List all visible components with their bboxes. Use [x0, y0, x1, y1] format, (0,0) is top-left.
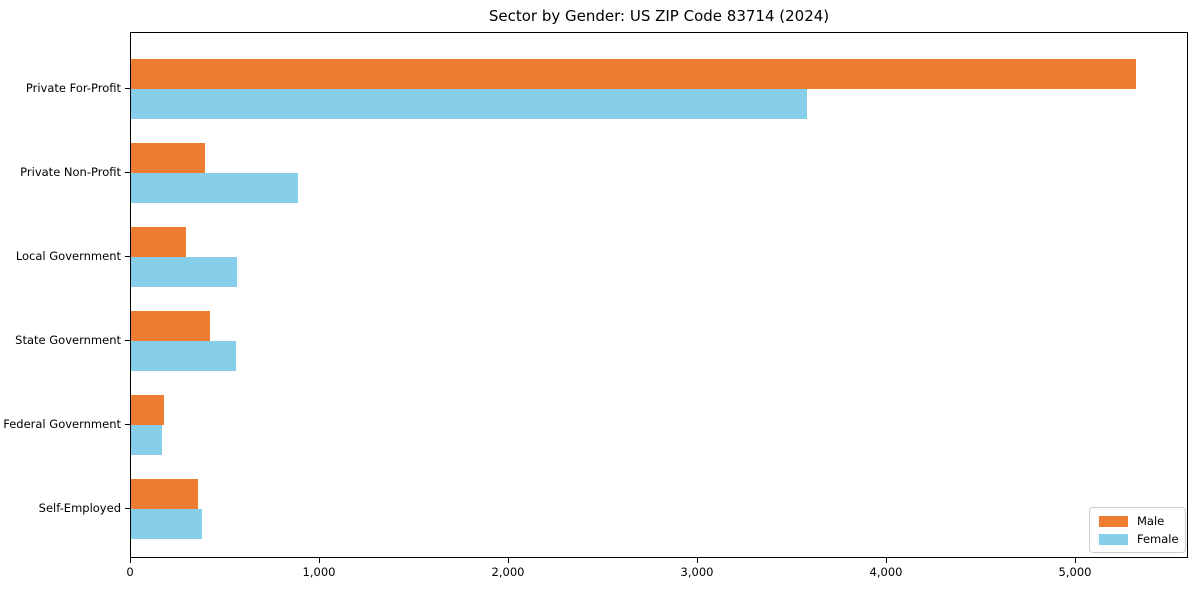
legend-item-male: Male [1099, 515, 1176, 527]
x-axis-tick-label: 1,000 [302, 565, 336, 579]
bar-female-1 [131, 173, 298, 203]
bar-male-2 [131, 227, 186, 257]
x-axis-tick-label: 5,000 [1058, 565, 1092, 579]
bar-male-5 [131, 479, 198, 509]
x-axis-tick-label: 4,000 [869, 565, 903, 579]
y-axis-label: State Government [15, 333, 121, 347]
legend-label-female: Female [1137, 532, 1179, 546]
y-axis-label: Self-Employed [38, 501, 121, 515]
bar-female-4 [131, 425, 162, 455]
bar-male-4 [131, 395, 164, 425]
legend-label-male: Male [1137, 514, 1165, 528]
plot-area [130, 32, 1188, 558]
y-axis-tick [125, 340, 130, 341]
bar-female-5 [131, 509, 202, 539]
bar-female-0 [131, 89, 807, 119]
x-axis-tick [130, 558, 131, 563]
bar-male-0 [131, 59, 1136, 89]
chart-title: Sector by Gender: US ZIP Code 83714 (202… [488, 7, 830, 25]
bar-male-1 [131, 143, 205, 173]
x-axis-tick [886, 558, 887, 563]
legend-swatch-female [1099, 533, 1128, 545]
y-axis-label: Federal Government [3, 417, 121, 431]
x-axis-tick-label: 3,000 [680, 565, 714, 579]
bar-female-2 [131, 257, 237, 287]
bar-male-3 [131, 311, 210, 341]
y-axis-tick [125, 424, 130, 425]
y-axis-tick [125, 508, 130, 509]
x-axis-tick [1075, 558, 1076, 563]
bar-female-3 [131, 341, 236, 371]
x-axis-tick [508, 558, 509, 563]
x-axis-tick [319, 558, 320, 563]
legend: Male Female [1089, 507, 1186, 553]
x-axis-tick-label: 0 [126, 565, 134, 579]
x-axis-tick-label: 2,000 [491, 565, 525, 579]
y-axis-tick [125, 88, 130, 89]
y-axis-label: Local Government [15, 249, 121, 263]
y-axis-tick [125, 172, 130, 173]
y-axis-label: Private For-Profit [25, 81, 121, 95]
legend-item-female: Female [1099, 532, 1179, 546]
y-axis-tick [125, 256, 130, 257]
y-axis-label: Private Non-Profit [20, 165, 121, 179]
legend-swatch-male [1099, 515, 1128, 527]
x-axis-tick [697, 558, 698, 563]
